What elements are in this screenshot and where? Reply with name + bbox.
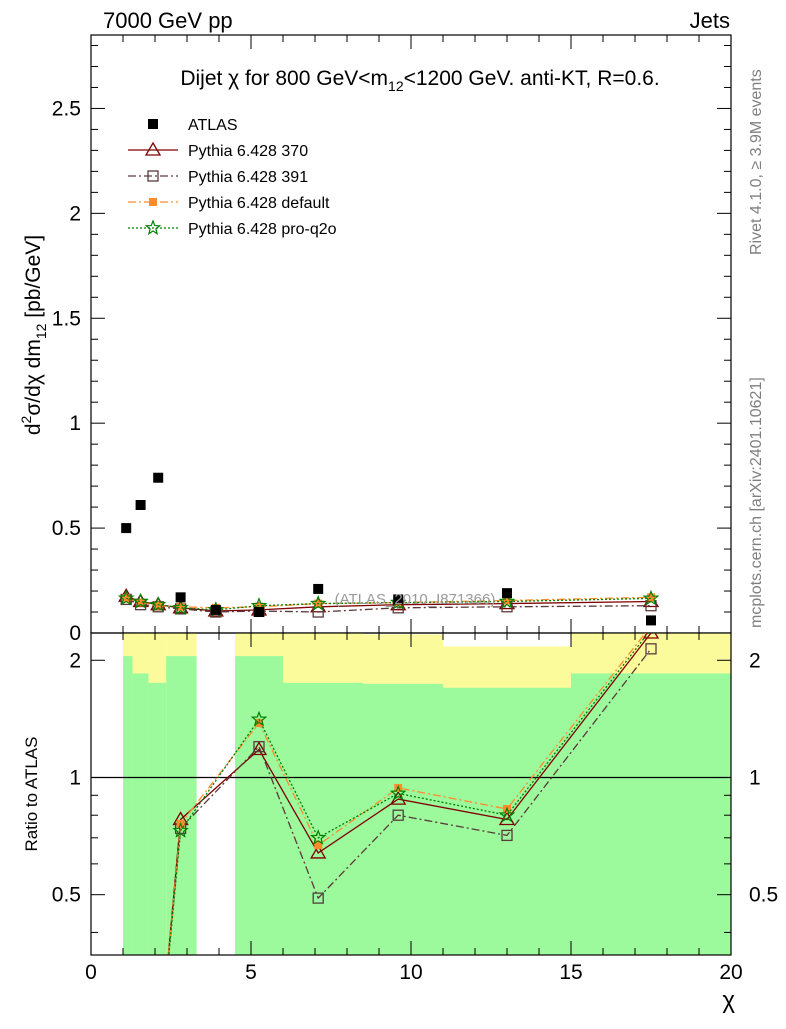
atlas-point bbox=[646, 615, 656, 626]
ratio-line-3 bbox=[168, 633, 650, 955]
band-inner-7 bbox=[443, 687, 571, 955]
atlas-point bbox=[313, 583, 324, 594]
ratio-marker-1 bbox=[312, 892, 324, 904]
main-marker-4 bbox=[309, 594, 327, 611]
main-marker-4 bbox=[149, 596, 167, 612]
ratio-marker-0 bbox=[310, 844, 327, 859]
ratio-xtick-label: 20 bbox=[719, 961, 742, 984]
ratio-ytick-label-right: 0.5 bbox=[749, 884, 778, 907]
legend-label-3: Pythia 6.428 default bbox=[188, 195, 330, 212]
ratio-marker-3 bbox=[172, 822, 189, 838]
main-marker-3 bbox=[176, 602, 185, 611]
band-inner-8 bbox=[571, 673, 731, 955]
main-marker-4 bbox=[642, 589, 660, 606]
ratio-ytick-label-right: 1 bbox=[749, 766, 761, 789]
main-ytick-label: 2 bbox=[69, 202, 81, 225]
main-series-group bbox=[117, 472, 660, 626]
ratio-ytick-label: 1 bbox=[69, 766, 81, 789]
band-inner-0 bbox=[123, 656, 133, 955]
main-marker-4 bbox=[389, 593, 407, 610]
mcplots-label: mcplots.cern.ch [arXiv:2401.10621] bbox=[748, 377, 765, 628]
main-ylabel: d2σ/dχ dm12 [pb/GeV] bbox=[18, 235, 49, 435]
main-marker-4 bbox=[498, 592, 516, 609]
ratio-ytick-label: 2 bbox=[69, 649, 81, 672]
main-ytick-label: 0 bbox=[69, 622, 81, 645]
ratio-marker-0 bbox=[250, 741, 268, 756]
ratio-marker-2 bbox=[314, 841, 323, 850]
ratio-lines bbox=[167, 633, 660, 955]
analysis-watermark: (ATLAS_2010_I871366) bbox=[335, 591, 496, 608]
ratio-marker-1 bbox=[501, 829, 513, 842]
main-marker-4 bbox=[117, 589, 135, 606]
atlas-point bbox=[153, 472, 164, 483]
header-right: Jets bbox=[690, 8, 730, 33]
ratio-ytick-label-right: 2 bbox=[749, 649, 761, 672]
main-marker-3 bbox=[136, 598, 145, 607]
main-line-4 bbox=[126, 597, 652, 611]
ratio-marker-1 bbox=[253, 740, 265, 753]
x-axis-label: χ bbox=[722, 987, 735, 1014]
main-marker-3 bbox=[503, 596, 511, 605]
ratio-marker-3 bbox=[498, 806, 516, 823]
main-marker-3 bbox=[647, 593, 655, 602]
main-marker-4 bbox=[132, 592, 149, 609]
rivet-label: Rivet 4.1.0, ≥ 3.9M events bbox=[748, 69, 765, 255]
ratio-ytick-label: 0.5 bbox=[52, 884, 81, 907]
band-inner-4 bbox=[235, 656, 283, 955]
atlas-point bbox=[210, 604, 221, 615]
atlas-point bbox=[393, 594, 404, 605]
ratio-marker-1 bbox=[645, 643, 657, 655]
ratio-uncertainty-bands bbox=[91, 633, 731, 955]
main-line-1 bbox=[125, 595, 652, 612]
band-inner-1 bbox=[132, 673, 149, 955]
ratio-series-group bbox=[167, 633, 660, 955]
legend-label-2: Pythia 6.428 391 bbox=[188, 169, 308, 186]
ratio-line-1 bbox=[168, 648, 652, 955]
atlas-point bbox=[121, 523, 132, 534]
ratio-marker-1 bbox=[392, 809, 404, 821]
legend: ATLAS Pythia 6.428 370 Pythia 6.428 391 Pyt… bbox=[128, 117, 337, 238]
main-marker-3 bbox=[255, 602, 263, 611]
ratio-marker-3 bbox=[250, 710, 268, 727]
band-inner-2 bbox=[148, 682, 167, 955]
legend-marker-1 bbox=[144, 141, 162, 156]
legend-marker-atlas bbox=[148, 119, 158, 129]
main-title: Dijet χ for 800 GeV<m12<1200 GeV. anti-K… bbox=[180, 67, 659, 94]
legend-marker-4 bbox=[144, 219, 162, 236]
ratio-xtick-label: 10 bbox=[399, 961, 422, 984]
band-inner-5 bbox=[283, 682, 363, 955]
ratio-line-0 bbox=[167, 633, 652, 955]
ratio-xtick-label: 15 bbox=[559, 961, 582, 984]
legend-label-1: Pythia 6.428 370 bbox=[188, 143, 308, 160]
main-marker-4 bbox=[172, 599, 189, 615]
atlas-point bbox=[175, 592, 186, 603]
main-axis-ticks: 0 0.5 1 1.5 2 2.5 bbox=[52, 35, 732, 645]
atlas-point bbox=[254, 607, 264, 618]
main-ytick-label: 1.5 bbox=[52, 307, 81, 330]
main-ytick-label: 2.5 bbox=[52, 97, 81, 120]
main-frame bbox=[90, 34, 732, 634]
main-ytick-label: 0.5 bbox=[52, 517, 81, 540]
ratio-xtick-label: 0 bbox=[85, 961, 97, 984]
ratio-ylabel: Ratio to ATLAS bbox=[22, 737, 41, 852]
legend-marker-3 bbox=[149, 198, 157, 206]
ratio-axis-ticks: 0.5 0.51 12 20 5 10 15 20 bbox=[52, 633, 778, 984]
legend-marker-2 bbox=[147, 170, 159, 182]
atlas-point bbox=[135, 500, 146, 511]
legend-label-0: ATLAS bbox=[188, 117, 238, 134]
ratio-marker-0 bbox=[642, 633, 660, 639]
main-marker-3 bbox=[154, 601, 163, 610]
main-marker-3 bbox=[122, 594, 131, 603]
legend-label-4: Pythia 6.428 pro-q2o bbox=[188, 221, 337, 238]
main-ytick-label: 1 bbox=[69, 412, 81, 435]
ratio-marker-3 bbox=[389, 784, 407, 801]
main-line-2 bbox=[125, 598, 652, 613]
band-inner-3 bbox=[166, 656, 197, 955]
ratio-xtick-label: 5 bbox=[245, 961, 257, 984]
header-left: 7000 GeV pp bbox=[103, 8, 233, 33]
atlas-point bbox=[502, 588, 512, 599]
ratio-marker-3 bbox=[309, 829, 327, 845]
